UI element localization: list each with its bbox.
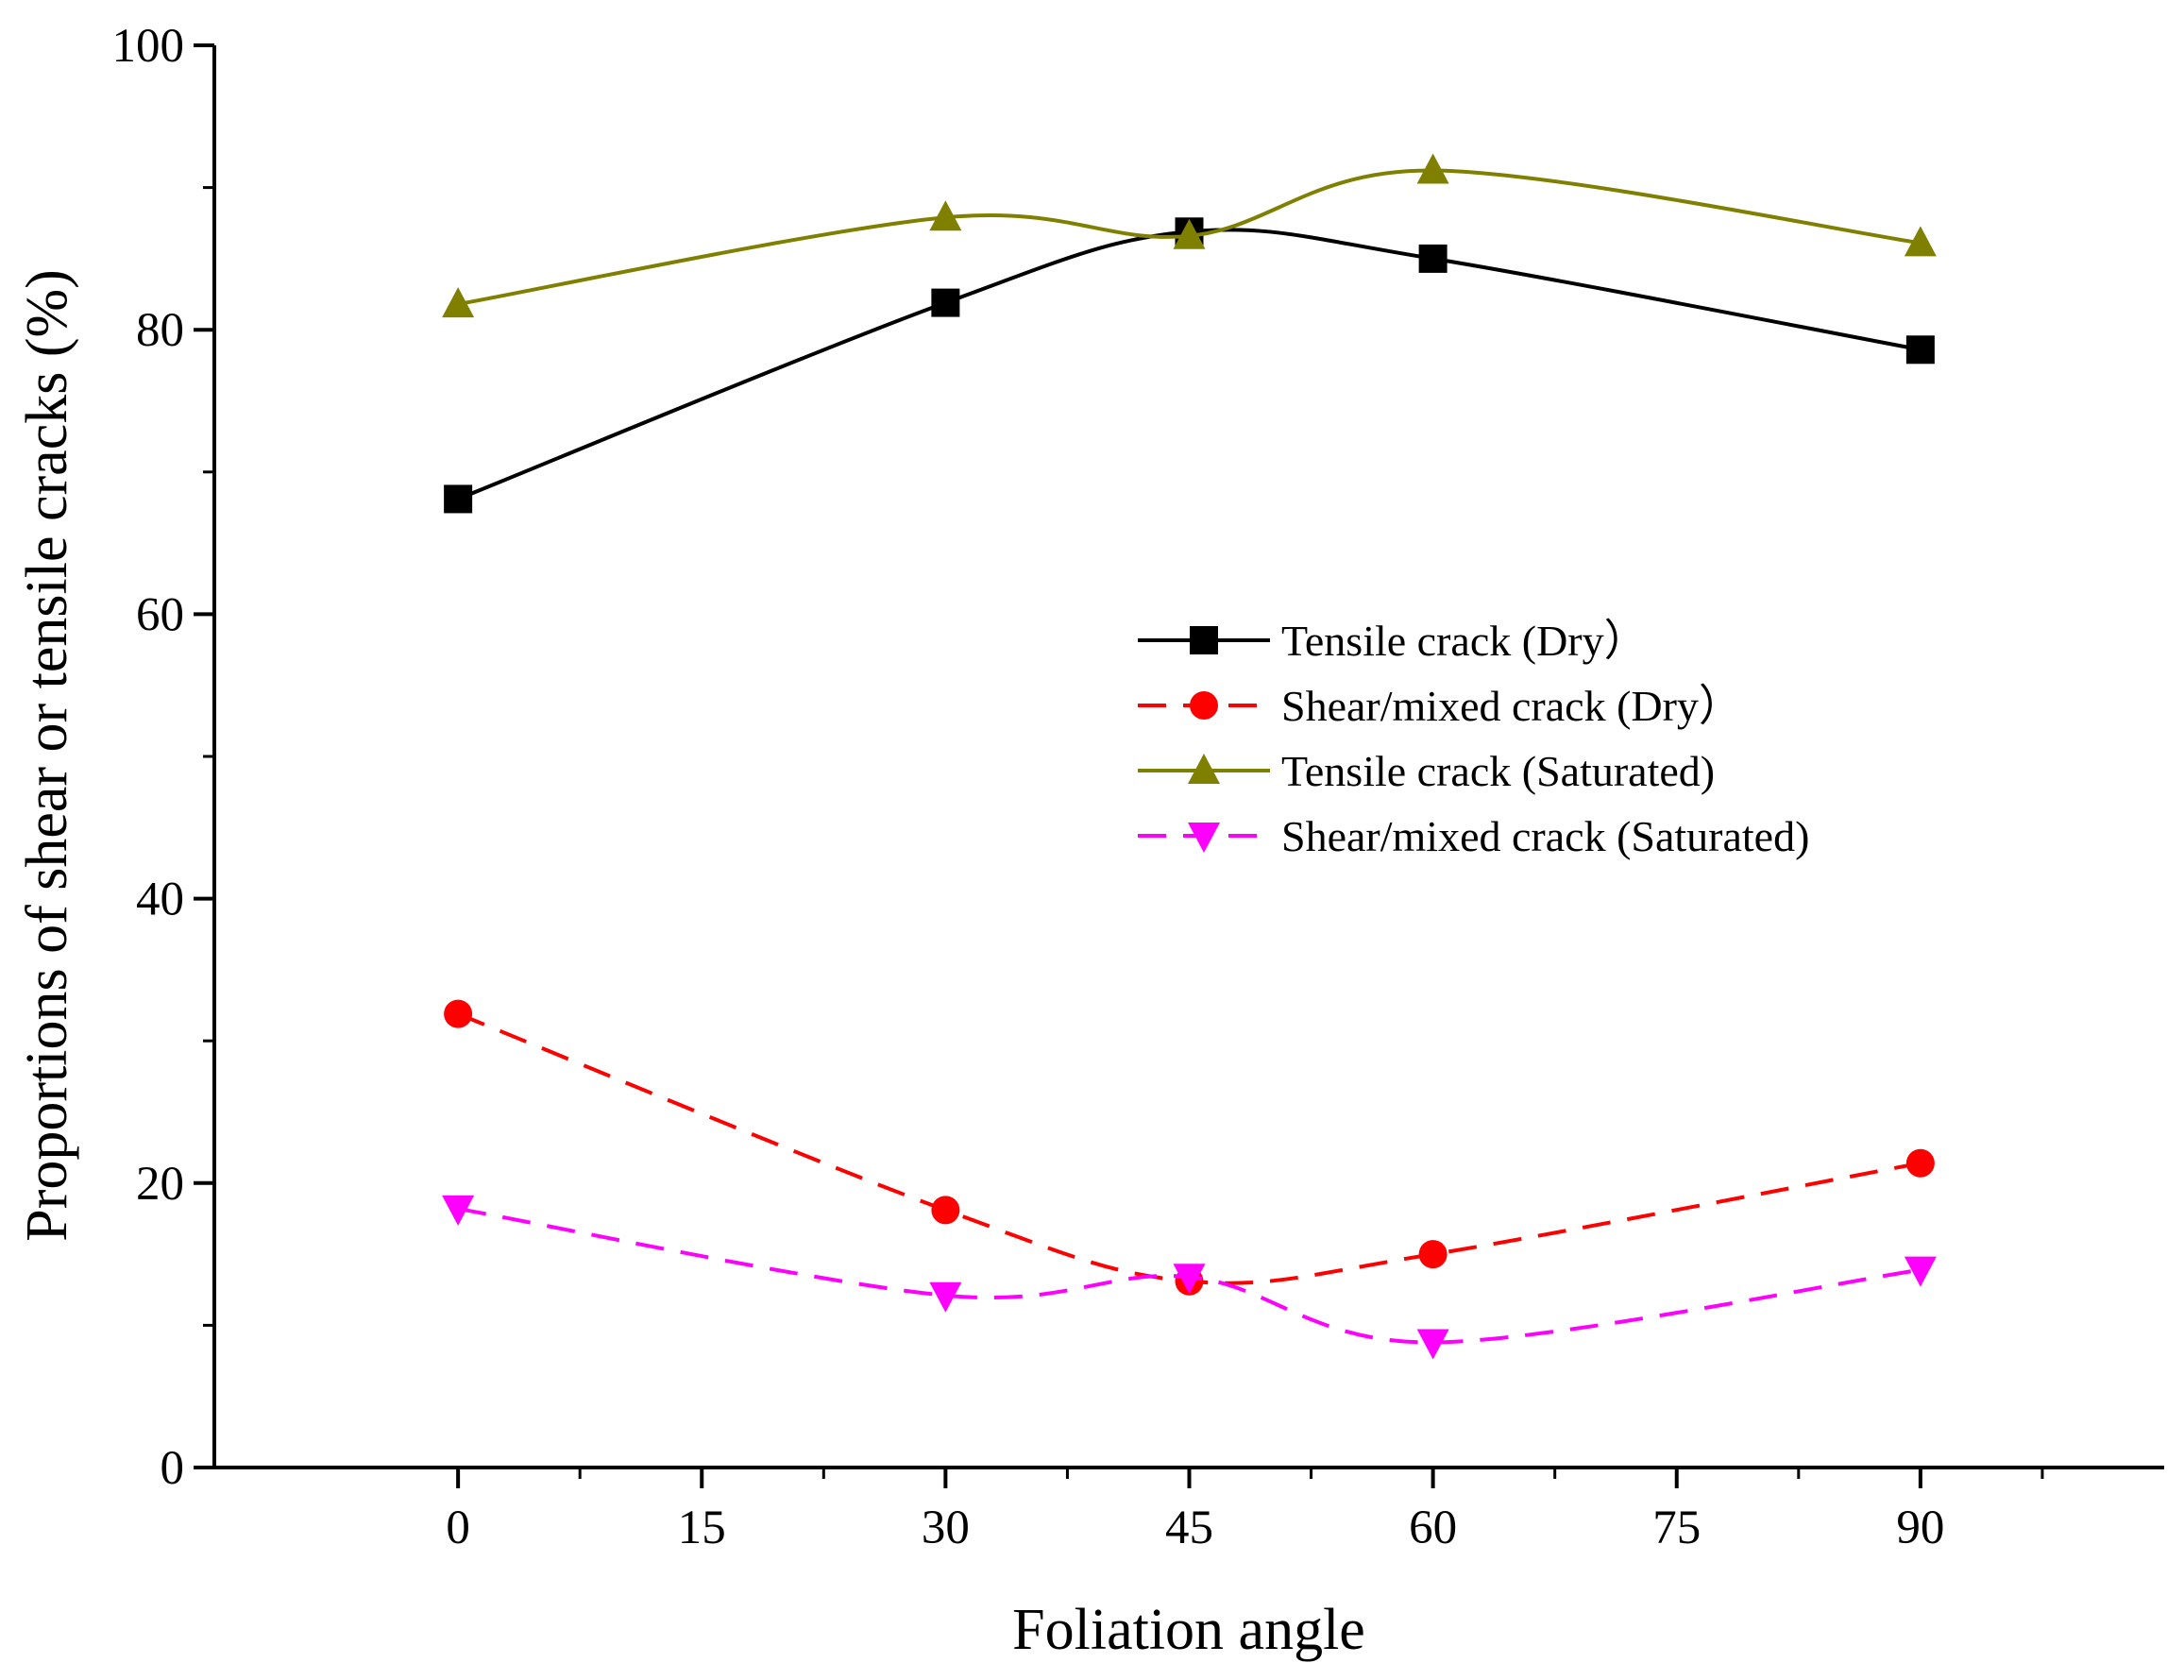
legend-swatch-marker <box>1190 691 1218 720</box>
x-axis-title: Foliation angle <box>1012 1598 1365 1662</box>
y-tick-label: 100 <box>112 20 185 73</box>
y-tick-label: 60 <box>136 588 184 641</box>
data-point <box>1904 1256 1937 1287</box>
y-tick-label: 40 <box>136 874 184 926</box>
data-point <box>444 999 473 1028</box>
legend-label: Shear/mixed crack (Saturated) <box>1281 812 1809 860</box>
legend-swatch-marker <box>1188 754 1220 784</box>
data-point <box>1173 218 1206 249</box>
data-point <box>931 288 960 317</box>
y-tick-label: 80 <box>136 304 184 357</box>
data-point <box>931 1196 960 1225</box>
x-tick-label: 30 <box>922 1502 970 1554</box>
y-tick-label: 0 <box>161 1442 185 1495</box>
series-line <box>457 1011 1922 1285</box>
series-2 <box>442 153 1937 318</box>
data-point <box>444 484 473 514</box>
series-1 <box>444 999 1935 1296</box>
data-point <box>442 1195 475 1226</box>
x-tick-label: 15 <box>678 1502 726 1554</box>
data-point <box>1905 335 1935 365</box>
series-3 <box>442 1195 1937 1360</box>
data-point <box>1416 153 1449 184</box>
data-point <box>1905 1148 1935 1178</box>
legend-label: Tensile crack (Saturated) <box>1281 747 1715 795</box>
series-line <box>457 228 1922 501</box>
legend-item: Tensile crack (Saturated) <box>1138 747 1715 795</box>
x-tick-label: 60 <box>1409 1502 1457 1554</box>
y-axis-title: Proportions of shear or tensile cracks (… <box>15 269 79 1242</box>
x-tick-label: 90 <box>1896 1502 1944 1554</box>
legend-label: Shear/mixed crack (Dry） <box>1281 682 1742 730</box>
legend-swatch-marker <box>1190 626 1218 654</box>
legend-item: Tensile crack (Dry） <box>1138 617 1648 665</box>
data-point <box>929 200 962 231</box>
plot-area <box>442 153 1937 1360</box>
data-point <box>1418 1240 1448 1269</box>
data-point <box>1416 1329 1449 1360</box>
legend: Tensile crack (Dry） Shear/mixed crack (Dr… <box>1138 617 1809 860</box>
axes: 0 20 40 60 80 100 0 15 30 45 60 75 90 <box>112 20 2164 1554</box>
legend-label: Tensile crack (Dry） <box>1281 617 1648 665</box>
legend-swatch-marker <box>1188 823 1220 853</box>
legend-item: Shear/mixed crack (Saturated) <box>1138 812 1809 860</box>
data-point <box>1173 1264 1206 1295</box>
data-point <box>1418 244 1448 273</box>
data-point <box>1904 226 1937 257</box>
x-tick-label: 0 <box>446 1502 470 1554</box>
x-tick-label: 75 <box>1652 1502 1701 1554</box>
data-point <box>442 287 475 318</box>
x-tick-label: 45 <box>1165 1502 1213 1554</box>
y-tick-label: 20 <box>136 1158 184 1211</box>
legend-item: Shear/mixed crack (Dry） <box>1138 682 1742 730</box>
data-point <box>929 1281 962 1313</box>
